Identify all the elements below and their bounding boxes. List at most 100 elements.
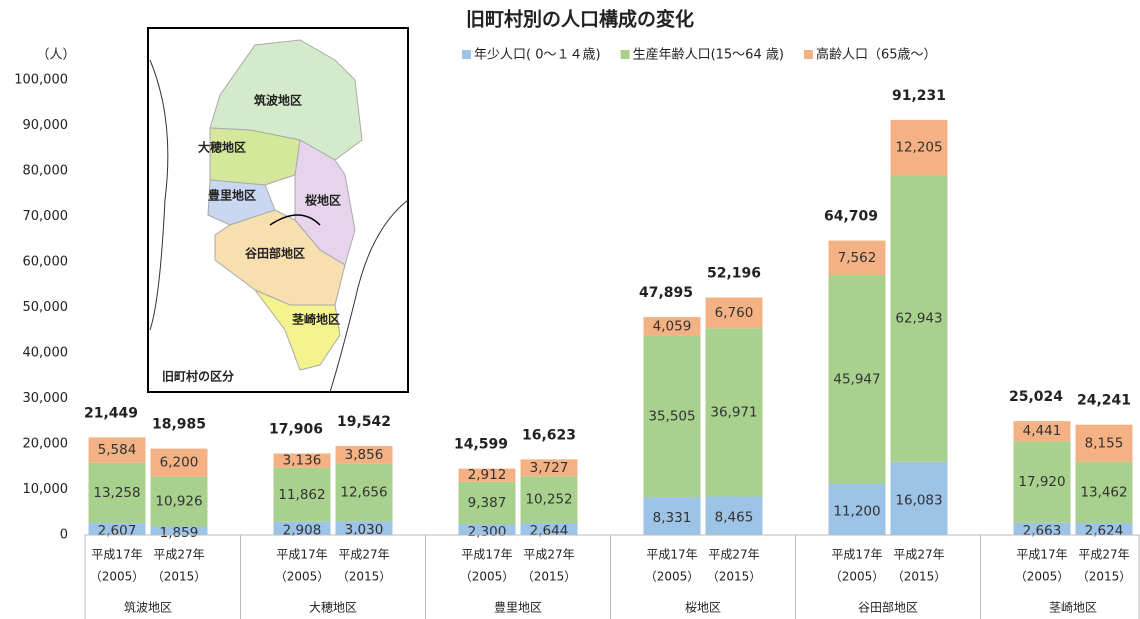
x-tick-label: 平成27年 <box>1078 548 1129 562</box>
legend-swatch <box>803 50 813 59</box>
bar-segment <box>828 240 886 275</box>
segment-label: 8,155 <box>1085 435 1124 451</box>
segment-label: 3,727 <box>530 460 569 476</box>
segment-label: 12,656 <box>340 484 387 500</box>
x-tick-label: （2015） <box>1077 570 1132 584</box>
x-tick-label: 平成27年 <box>153 548 204 562</box>
segment-label: 2,663 <box>1023 523 1062 539</box>
bar-segment <box>520 522 578 535</box>
inset-map: 旧町村の区分 筑波地区 大穂地区 豊里地区 桜地区 谷田部地区 茎崎地区 <box>147 27 409 393</box>
segment-label: 10,926 <box>155 494 202 510</box>
total-label: 19,542 <box>337 414 391 430</box>
total-label: 52,196 <box>707 266 761 282</box>
x-tick-label: （2015） <box>337 570 392 584</box>
bar-segment <box>273 521 331 535</box>
legend-swatch <box>462 50 471 59</box>
x-tick-label: 平成27年 <box>523 548 574 562</box>
bar-segment <box>88 462 146 524</box>
y-tick-label: 10,000 <box>23 482 69 497</box>
x-tick-label: 平成17年 <box>831 548 882 562</box>
bar-segment <box>828 274 886 485</box>
map-caption: 旧町村の区分 <box>162 369 234 384</box>
bar-segment <box>1075 461 1133 524</box>
bar-segment <box>1075 523 1133 535</box>
segment-label: 7,562 <box>838 250 877 266</box>
segment-label: 6,200 <box>160 455 199 471</box>
segment-label: 2,644 <box>530 523 569 539</box>
y-tick-label: 40,000 <box>23 346 69 361</box>
segment-label: 11,200 <box>833 504 880 520</box>
bar-segment <box>705 297 763 329</box>
bar-segment <box>88 437 146 463</box>
map-label: 筑波地区 <box>254 93 302 108</box>
bar-segment <box>890 461 948 535</box>
bar-segment <box>150 448 208 477</box>
y-unit: （人） <box>36 48 75 63</box>
bar-segment <box>705 496 763 535</box>
segment-label: 4,059 <box>653 318 692 334</box>
bar-segment <box>335 521 393 535</box>
map-road <box>149 59 169 331</box>
legend-label: 年少人口( 0～１４歳) <box>474 48 601 63</box>
total-label: 91,231 <box>892 88 946 104</box>
x-tick-label: 平成27年 <box>893 548 944 562</box>
group-label: 大穂地区 <box>309 601 357 615</box>
map-road <box>329 199 409 393</box>
y-tick-label: 70,000 <box>23 209 69 224</box>
y-tick-label: 0 <box>60 528 68 543</box>
segment-label: 2,607 <box>98 523 137 539</box>
segment-label: 2,908 <box>283 522 322 538</box>
bar-segment <box>643 335 701 498</box>
segment-label: 6,760 <box>715 305 754 321</box>
segment-label: 35,505 <box>648 408 695 424</box>
y-tick-label: 20,000 <box>23 437 69 452</box>
bar-segment <box>1013 522 1071 535</box>
x-tick-label: （2005） <box>830 570 885 584</box>
y-tick-label: 60,000 <box>23 255 69 270</box>
segment-label: 62,943 <box>895 311 942 327</box>
total-label: 25,024 <box>1009 389 1063 405</box>
bar-segment <box>1013 441 1071 523</box>
segment-label: 8,465 <box>715 510 754 526</box>
bar-segment <box>458 468 516 482</box>
y-tick-label: 100,000 <box>14 73 68 88</box>
segment-label: 11,862 <box>278 487 325 503</box>
segment-label: 2,300 <box>468 524 507 540</box>
x-tick-label: （2005） <box>1015 570 1070 584</box>
group-label: 桜地区 <box>685 601 721 615</box>
x-tick-label: 平成17年 <box>461 548 512 562</box>
group-label: 筑波地区 <box>124 600 172 615</box>
bar-segment <box>828 484 886 535</box>
bar-segment <box>705 328 763 497</box>
segment-label: 8,331 <box>653 510 692 526</box>
total-label: 21,449 <box>84 405 138 421</box>
bar-segment <box>458 481 516 525</box>
bar-segment <box>335 446 393 464</box>
segment-label: 3,030 <box>345 522 384 538</box>
x-tick-label: 平成27年 <box>338 548 389 562</box>
bar-segment <box>88 523 146 535</box>
segment-label: 12,205 <box>895 140 942 156</box>
segment-label: 13,462 <box>1080 484 1127 500</box>
segment-label: 3,856 <box>345 447 384 463</box>
segment-label: 16,083 <box>895 492 942 508</box>
bar-segment <box>890 119 948 176</box>
map-label: 谷田部地区 <box>245 246 305 261</box>
segment-label: 13,258 <box>93 485 140 501</box>
x-tick-label: （2005） <box>460 570 515 584</box>
x-tick-label: 平成17年 <box>276 548 327 562</box>
bar-segment <box>273 453 331 468</box>
total-label: 64,709 <box>824 209 878 225</box>
x-tick-label: 平成17年 <box>91 548 142 562</box>
map-rail <box>269 214 321 226</box>
y-tick-label: 90,000 <box>23 118 69 133</box>
segment-label: 2,624 <box>1085 523 1124 539</box>
segment-label: 9,387 <box>468 495 507 511</box>
segment-label: 17,920 <box>1018 474 1065 490</box>
bar-segment <box>150 526 208 535</box>
total-label: 24,241 <box>1077 393 1131 409</box>
map-label: 茎崎地区 <box>292 312 340 327</box>
bar-segment <box>890 175 948 462</box>
x-tick-label: 平成27年 <box>708 548 759 562</box>
